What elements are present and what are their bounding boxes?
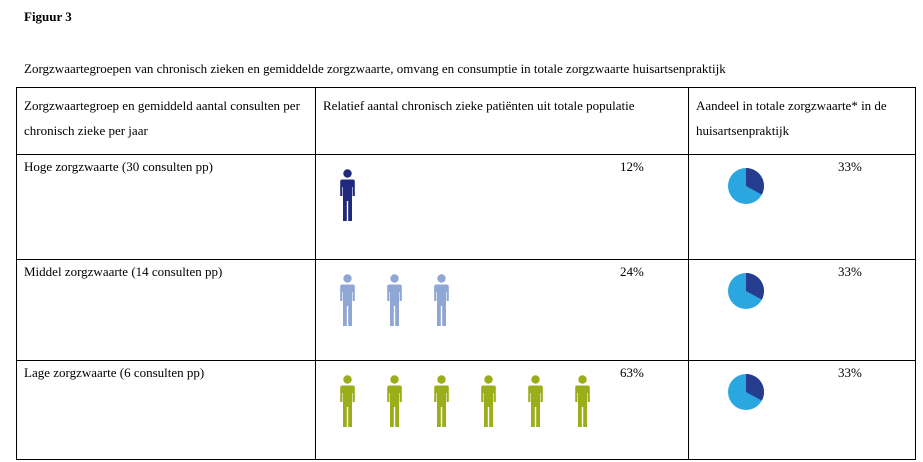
cell-group: Lage zorgzwaarte (6 consulten pp)	[16, 360, 316, 460]
person-icon	[340, 375, 355, 427]
header-population: Relatief aantal chronisch zieke patiënte…	[315, 87, 689, 155]
table-header-row: Zorgzwaartegroep en gemiddeld aantal con…	[16, 87, 916, 155]
pie-chart-icon	[728, 273, 764, 309]
pie-chart-icon	[728, 168, 764, 204]
figure-title: Figuur 3	[24, 9, 72, 24]
person-icon	[434, 274, 449, 326]
person-icon	[340, 274, 355, 326]
person-icons	[340, 169, 387, 221]
person-icons	[340, 375, 622, 427]
header-care-share-label: Aandeel in totale zorgzwaarte* in de hui…	[696, 98, 887, 138]
group-label: Middel zorgzwaarte (14 consulten pp)	[24, 264, 223, 279]
population-percentage: 24%	[620, 264, 644, 279]
header-group-label: Zorgzwaartegroep en gemiddeld aantal con…	[24, 98, 300, 138]
cell-care-share: 33%	[688, 360, 916, 460]
cell-care-share: 33%	[688, 154, 916, 260]
group-label: Hoge zorgzwaarte (30 consulten pp)	[24, 159, 213, 174]
person-icon	[387, 375, 402, 427]
group-label: Lage zorgzwaarte (6 consulten pp)	[24, 365, 205, 380]
header-population-label: Relatief aantal chronisch zieke patiënte…	[323, 98, 635, 113]
cell-group: Middel zorgzwaarte (14 consulten pp)	[16, 259, 316, 361]
population-percentage: 63%	[620, 365, 644, 380]
person-icon	[528, 375, 543, 427]
cell-population: 12%	[315, 154, 689, 260]
person-icon	[387, 274, 402, 326]
care-share-percentage: 33%	[838, 365, 862, 380]
table-row-low: Lage zorgzwaarte (6 consulten pp) 63% 33…	[16, 360, 916, 460]
cell-group: Hoge zorgzwaarte (30 consulten pp)	[16, 154, 316, 260]
person-icon	[340, 169, 355, 221]
care-share-percentage: 33%	[838, 264, 862, 279]
header-care-share: Aandeel in totale zorgzwaarte* in de hui…	[688, 87, 916, 155]
figure-caption: Zorgzwaartegroepen van chronisch zieken …	[24, 61, 726, 76]
cell-care-share: 33%	[688, 259, 916, 361]
person-icons	[340, 274, 481, 326]
care-share-percentage: 33%	[838, 159, 862, 174]
header-group: Zorgzwaartegroep en gemiddeld aantal con…	[16, 87, 316, 155]
pie-chart-icon	[728, 374, 764, 410]
table-row-high: Hoge zorgzwaarte (30 consulten pp) 12% 3…	[16, 154, 916, 260]
table-row-middle: Middel zorgzwaarte (14 consulten pp) 24%…	[16, 259, 916, 361]
cell-population: 24%	[315, 259, 689, 361]
care-burden-table: Zorgzwaartegroep en gemiddeld aantal con…	[16, 87, 916, 460]
cell-population: 63%	[315, 360, 689, 460]
population-percentage: 12%	[620, 159, 644, 174]
person-icon	[481, 375, 496, 427]
person-icon	[434, 375, 449, 427]
person-icon	[575, 375, 590, 427]
